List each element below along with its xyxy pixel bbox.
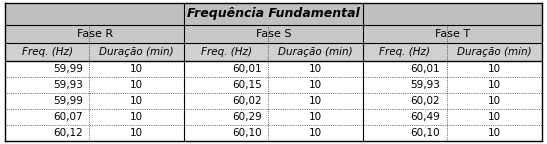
Bar xyxy=(268,77,363,93)
Bar xyxy=(447,77,542,93)
Bar xyxy=(363,61,447,77)
Text: 10: 10 xyxy=(309,112,322,122)
Bar xyxy=(268,109,363,125)
Text: 10: 10 xyxy=(487,64,501,74)
Text: 60,49: 60,49 xyxy=(410,112,440,122)
Bar xyxy=(5,125,89,141)
Bar xyxy=(5,25,184,43)
Text: 10: 10 xyxy=(309,128,322,138)
Text: Duração (min): Duração (min) xyxy=(100,47,174,57)
Bar xyxy=(5,3,542,25)
Bar xyxy=(363,43,447,61)
Text: 60,29: 60,29 xyxy=(232,112,261,122)
Bar xyxy=(268,125,363,141)
Bar xyxy=(184,125,268,141)
Bar xyxy=(268,43,363,61)
Text: 59,99: 59,99 xyxy=(53,64,83,74)
Bar xyxy=(184,43,268,61)
Bar xyxy=(268,93,363,109)
Text: Frequência Fundamental: Frequência Fundamental xyxy=(187,7,360,20)
Text: Fase T: Fase T xyxy=(435,29,470,39)
Bar xyxy=(363,25,542,43)
Bar xyxy=(89,43,184,61)
Text: 60,02: 60,02 xyxy=(411,96,440,106)
Text: Fase R: Fase R xyxy=(77,29,113,39)
Text: 60,01: 60,01 xyxy=(232,64,261,74)
Text: 10: 10 xyxy=(309,96,322,106)
Bar xyxy=(89,93,184,109)
Text: 59,99: 59,99 xyxy=(53,96,83,106)
Text: 10: 10 xyxy=(130,128,143,138)
Text: Duração (min): Duração (min) xyxy=(278,47,353,57)
Text: 10: 10 xyxy=(130,96,143,106)
Text: 60,12: 60,12 xyxy=(53,128,83,138)
Text: 10: 10 xyxy=(309,80,322,90)
Bar xyxy=(184,77,268,93)
Text: 60,01: 60,01 xyxy=(411,64,440,74)
Text: 10: 10 xyxy=(487,80,501,90)
Bar xyxy=(447,43,542,61)
Bar xyxy=(89,109,184,125)
Text: Duração (min): Duração (min) xyxy=(457,47,532,57)
Text: 60,15: 60,15 xyxy=(232,80,261,90)
Bar xyxy=(184,93,268,109)
Text: 10: 10 xyxy=(130,64,143,74)
Text: 60,10: 60,10 xyxy=(411,128,440,138)
Text: 10: 10 xyxy=(487,128,501,138)
Text: 10: 10 xyxy=(487,96,501,106)
Text: 59,93: 59,93 xyxy=(410,80,440,90)
Bar xyxy=(363,77,447,93)
Bar xyxy=(89,61,184,77)
Bar xyxy=(447,109,542,125)
Bar xyxy=(89,125,184,141)
Bar xyxy=(5,109,89,125)
Text: 10: 10 xyxy=(309,64,322,74)
Text: Fase S: Fase S xyxy=(256,29,291,39)
Bar xyxy=(363,109,447,125)
Text: 10: 10 xyxy=(487,112,501,122)
Bar xyxy=(89,77,184,93)
Text: 60,02: 60,02 xyxy=(232,96,261,106)
Text: Freq. (Hz): Freq. (Hz) xyxy=(22,47,73,57)
Bar xyxy=(5,61,89,77)
Text: 10: 10 xyxy=(130,112,143,122)
Bar xyxy=(447,125,542,141)
Bar xyxy=(184,25,363,43)
Bar xyxy=(5,77,89,93)
Bar xyxy=(184,109,268,125)
Bar xyxy=(363,93,447,109)
Text: 10: 10 xyxy=(130,80,143,90)
Bar xyxy=(268,61,363,77)
Text: 60,07: 60,07 xyxy=(53,112,83,122)
Text: Freq. (Hz): Freq. (Hz) xyxy=(201,47,252,57)
Text: 60,10: 60,10 xyxy=(232,128,261,138)
Text: 59,93: 59,93 xyxy=(53,80,83,90)
Bar xyxy=(184,61,268,77)
Bar xyxy=(447,61,542,77)
Bar xyxy=(363,125,447,141)
Bar xyxy=(5,93,89,109)
Bar xyxy=(447,93,542,109)
Bar xyxy=(5,43,89,61)
Text: Freq. (Hz): Freq. (Hz) xyxy=(379,47,430,57)
